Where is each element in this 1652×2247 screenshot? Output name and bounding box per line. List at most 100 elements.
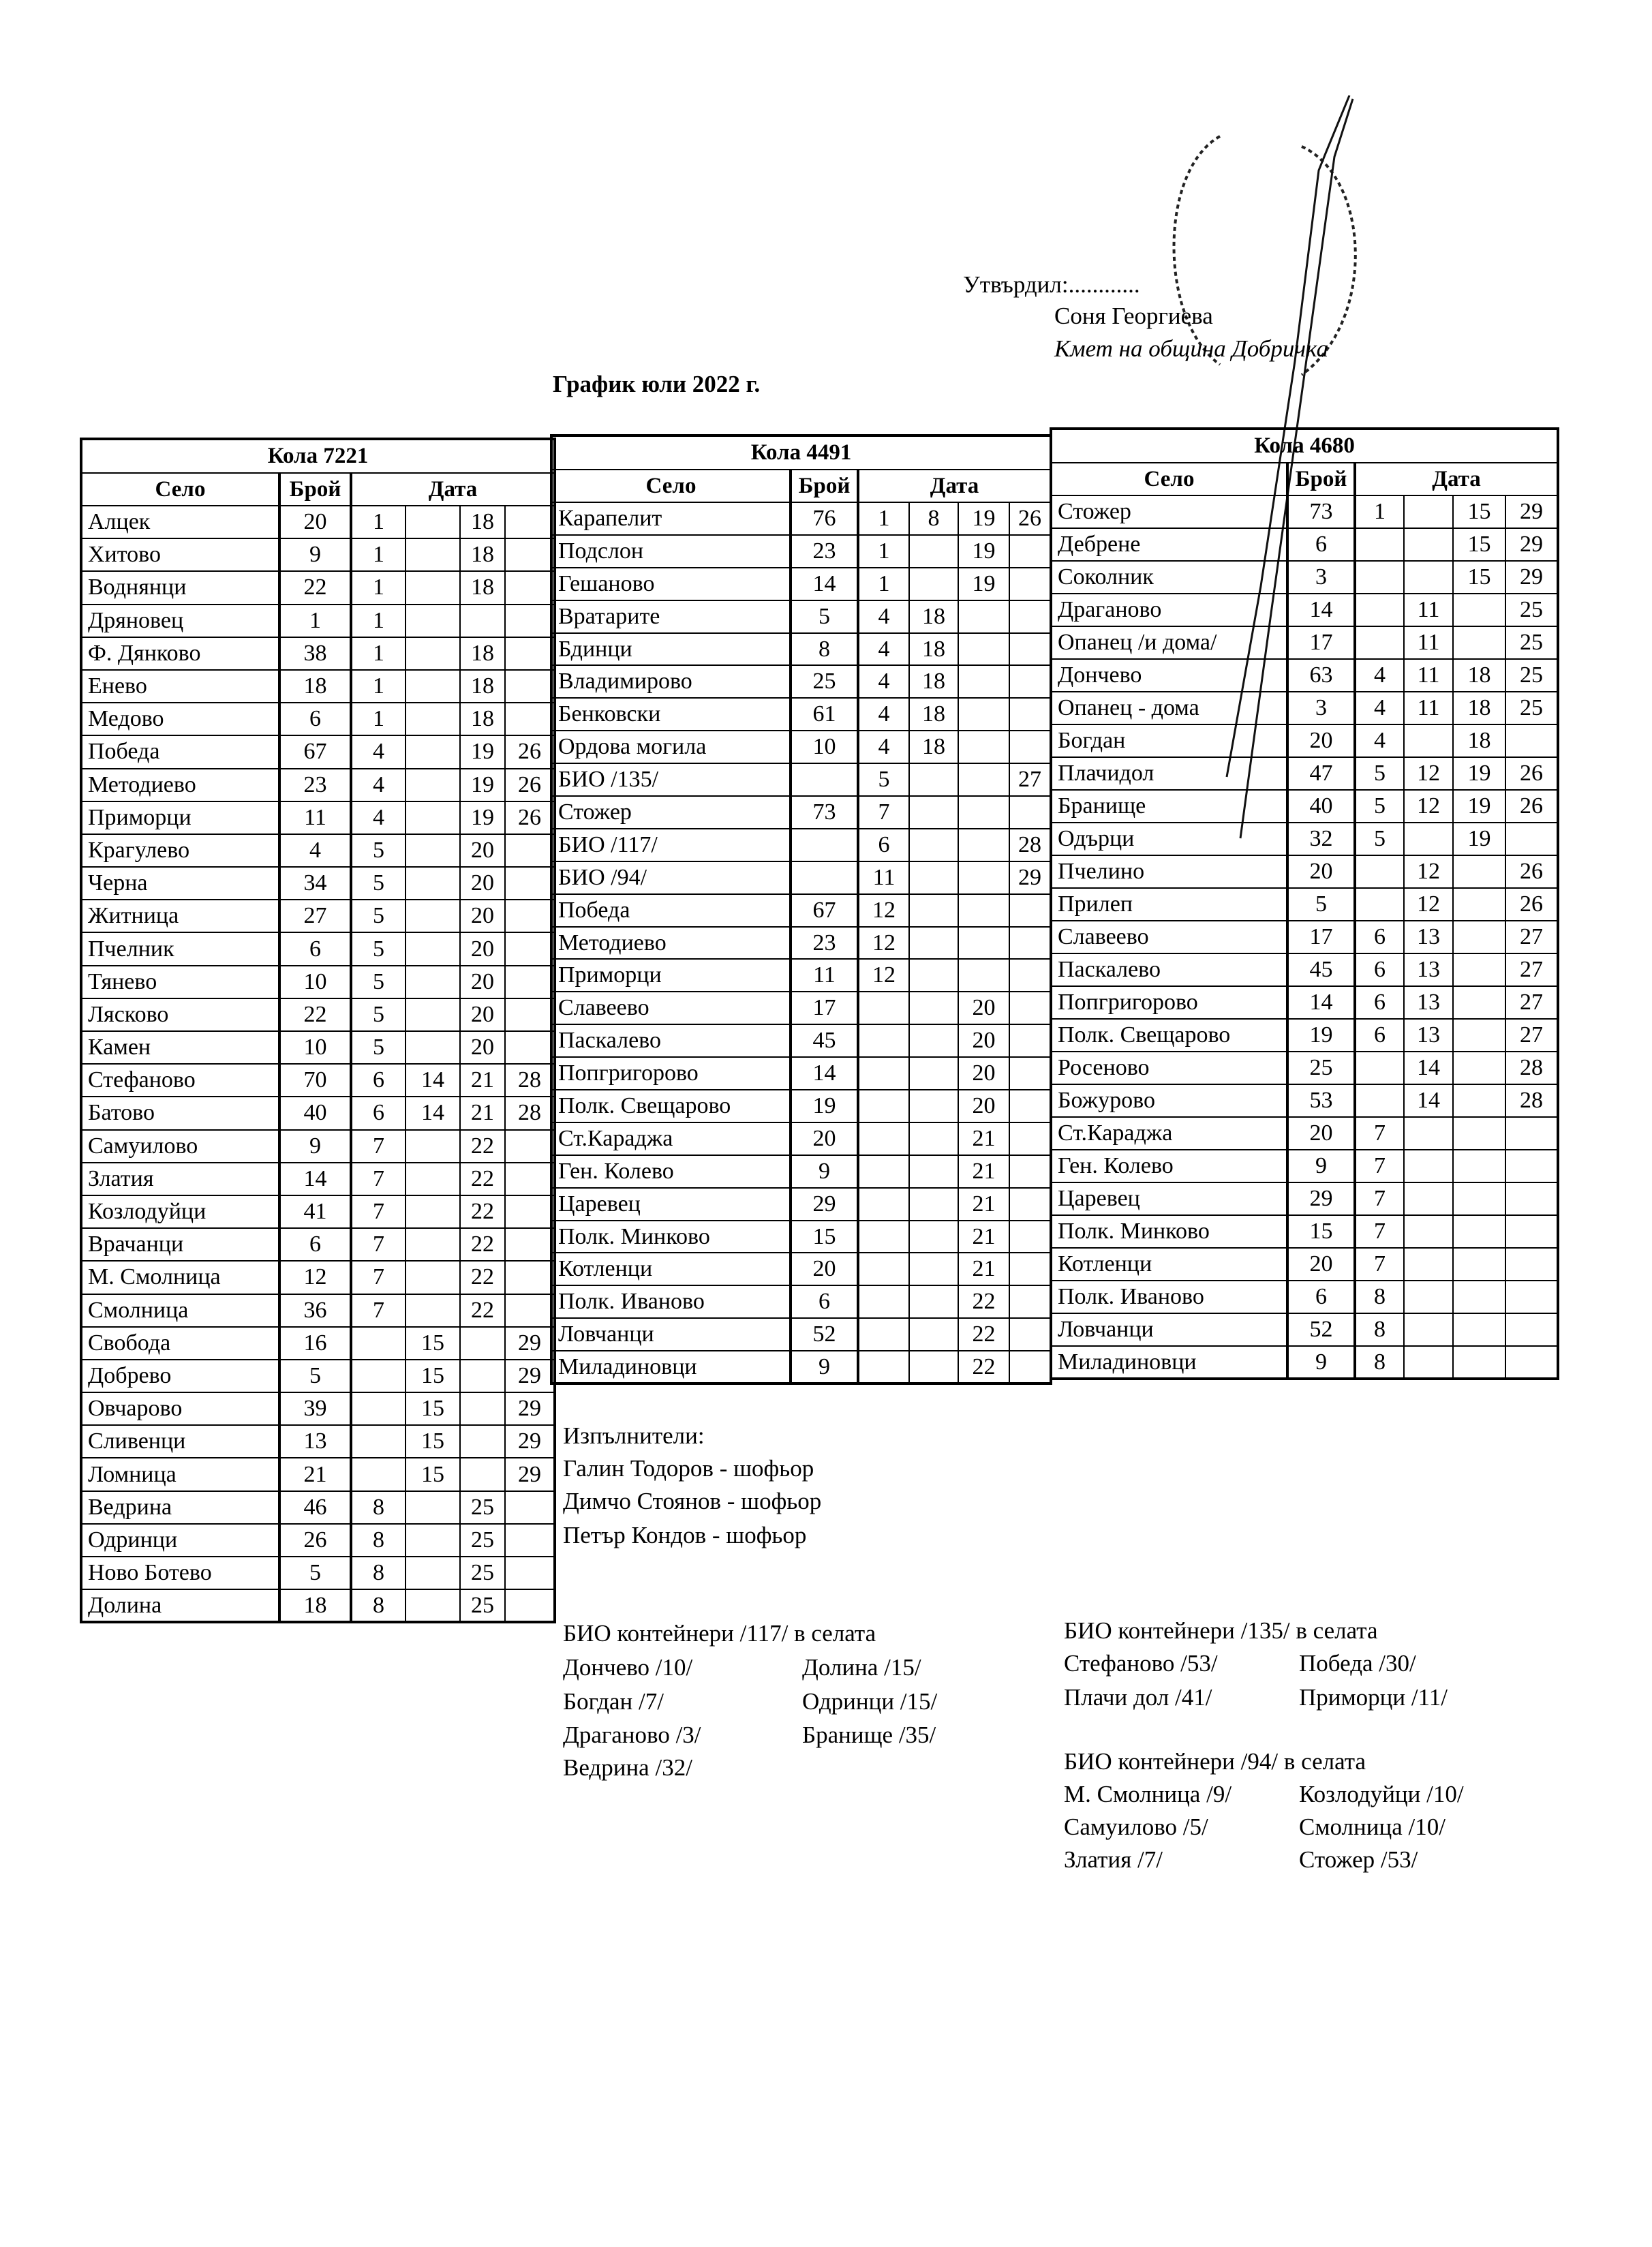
count-cell: 6: [789, 1285, 859, 1319]
village-cell: Лясково: [80, 997, 280, 1033]
table-row: Долина 18 8 25: [80, 1589, 556, 1623]
date-cell: [405, 1227, 461, 1262]
count-cell: 5: [789, 599, 859, 634]
bio-135-item: Плачи дол /41/: [1064, 1684, 1212, 1711]
bio-117-item: Дончево /10/: [563, 1654, 693, 1681]
count-cell: 14: [1286, 985, 1356, 1020]
village-cell: Миладиновци: [551, 1350, 791, 1385]
bio-117-item: Бранище /35/: [802, 1722, 936, 1748]
date-cell: [1452, 920, 1506, 954]
date-cell: 5: [350, 1030, 406, 1065]
date-cell: [1452, 1182, 1506, 1216]
count-cell: 45: [789, 1024, 859, 1058]
village-cell: Стожер: [551, 795, 791, 829]
date-cell: [857, 1154, 910, 1189]
table-row: Хитово 9 1 18: [80, 538, 556, 572]
date-cell: 13: [1403, 953, 1454, 987]
village-cell: Овчарово: [80, 1392, 280, 1426]
date-cell: 4: [857, 599, 910, 634]
count-cell: 11: [789, 958, 859, 993]
bio-94-item: Златия /7/: [1064, 1846, 1163, 1873]
village-cell: Полк. Свещарово: [551, 1089, 791, 1123]
village-cell: Попгригорово: [1050, 985, 1288, 1020]
village-cell: Подслон: [551, 534, 791, 568]
village-cell: Методиево: [80, 767, 280, 802]
date-cell: [908, 1154, 959, 1189]
date-cell: [1008, 697, 1052, 732]
village-cell: Котленци: [1050, 1247, 1288, 1281]
date-cell: [958, 827, 1010, 862]
table-row: Карапелит 76 1 8 19 26: [551, 502, 1052, 536]
date-cell: 29: [504, 1358, 556, 1394]
count-cell: 76: [789, 502, 859, 536]
date-cell: [908, 1317, 959, 1352]
date-cell: [1452, 1018, 1506, 1052]
date-cell: 14: [1403, 1051, 1454, 1085]
date-cell: [1008, 893, 1052, 928]
date-cell: 5: [857, 763, 910, 797]
date-cell: 8: [350, 1589, 406, 1623]
date-cell: 1: [350, 538, 406, 572]
count-cell: 73: [789, 795, 859, 829]
village-cell: Миладиновци: [1050, 1345, 1288, 1379]
date-cell: 5: [1354, 756, 1405, 791]
date-cell: [504, 1555, 556, 1591]
count-cell: 6: [1286, 1280, 1356, 1314]
village-cell: Гешаново: [551, 566, 791, 601]
date-cell: 1: [857, 502, 910, 536]
executors-label: Изпълнители:: [563, 1422, 705, 1449]
village-cell: Ст.Караджа: [551, 1121, 791, 1156]
table-row: Одринци 26 8 25: [80, 1523, 556, 1558]
date-cell: 11: [1403, 691, 1454, 725]
date-cell: 28: [1504, 1084, 1559, 1118]
date-cell: 29: [504, 1424, 556, 1459]
table-row: Драганово 14 11 25: [1050, 593, 1559, 627]
village-cell: Ст.Караджа: [1050, 1116, 1288, 1150]
date-cell: 29: [1504, 528, 1559, 562]
table-row: Божурово 53 14 28: [1050, 1084, 1559, 1118]
count-cell: 23: [789, 534, 859, 568]
date-cell: [1452, 1313, 1506, 1347]
count-cell: 25: [1286, 1051, 1356, 1085]
village-cell: Полк. Минково: [551, 1219, 791, 1254]
date-cell: [1008, 1252, 1052, 1287]
count-cell: 17: [1286, 626, 1356, 660]
date-cell: [1354, 887, 1405, 921]
table-row: Самуилово 9 7 22: [80, 1129, 556, 1163]
date-cell: 26: [1504, 789, 1559, 823]
date-cell: 19: [459, 767, 506, 802]
schedule-table-kola-7221: Кола 7221 Село Брой Дата Алцек 20 1 18 Хитово 9…: [80, 438, 557, 1624]
count-cell: 13: [278, 1424, 352, 1459]
date-cell: 18: [908, 697, 959, 732]
executor-3: Петър Кондов - шофьор: [563, 1522, 807, 1548]
date-cell: 1: [1354, 495, 1405, 529]
date-cell: [857, 1089, 910, 1123]
table-row: М. Смолница 12 7 22: [80, 1260, 556, 1295]
date-cell: 21: [958, 1252, 1010, 1287]
date-cell: [350, 1457, 406, 1492]
village-cell: Златия: [80, 1161, 280, 1196]
date-cell: [405, 1260, 461, 1295]
date-cell: 8: [908, 502, 959, 536]
bio-94-item: Смолница /10/: [1299, 1814, 1446, 1840]
date-cell: 22: [459, 1129, 506, 1163]
date-cell: 12: [1403, 887, 1454, 921]
date-cell: [1403, 1280, 1454, 1314]
count-cell: [789, 827, 859, 862]
date-cell: 20: [958, 1024, 1010, 1058]
date-cell: 26: [1504, 887, 1559, 921]
count-cell: 61: [789, 697, 859, 732]
count-cell: 19: [1286, 1018, 1356, 1052]
date-cell: 20: [459, 899, 506, 934]
village-cell: Тянево: [80, 964, 280, 999]
count-cell: 34: [278, 866, 352, 901]
date-cell: 8: [350, 1555, 406, 1591]
village-cell: Одринци: [80, 1523, 280, 1558]
table-row: Приморци 11 4 19 26: [80, 800, 556, 835]
table-row: Пчелино 20 12 26: [1050, 855, 1559, 889]
date-cell: 29: [504, 1326, 556, 1360]
date-cell: [958, 958, 1010, 993]
date-cell: 28: [1008, 827, 1052, 862]
village-cell: Батово: [80, 1096, 280, 1131]
count-cell: 40: [1286, 789, 1356, 823]
